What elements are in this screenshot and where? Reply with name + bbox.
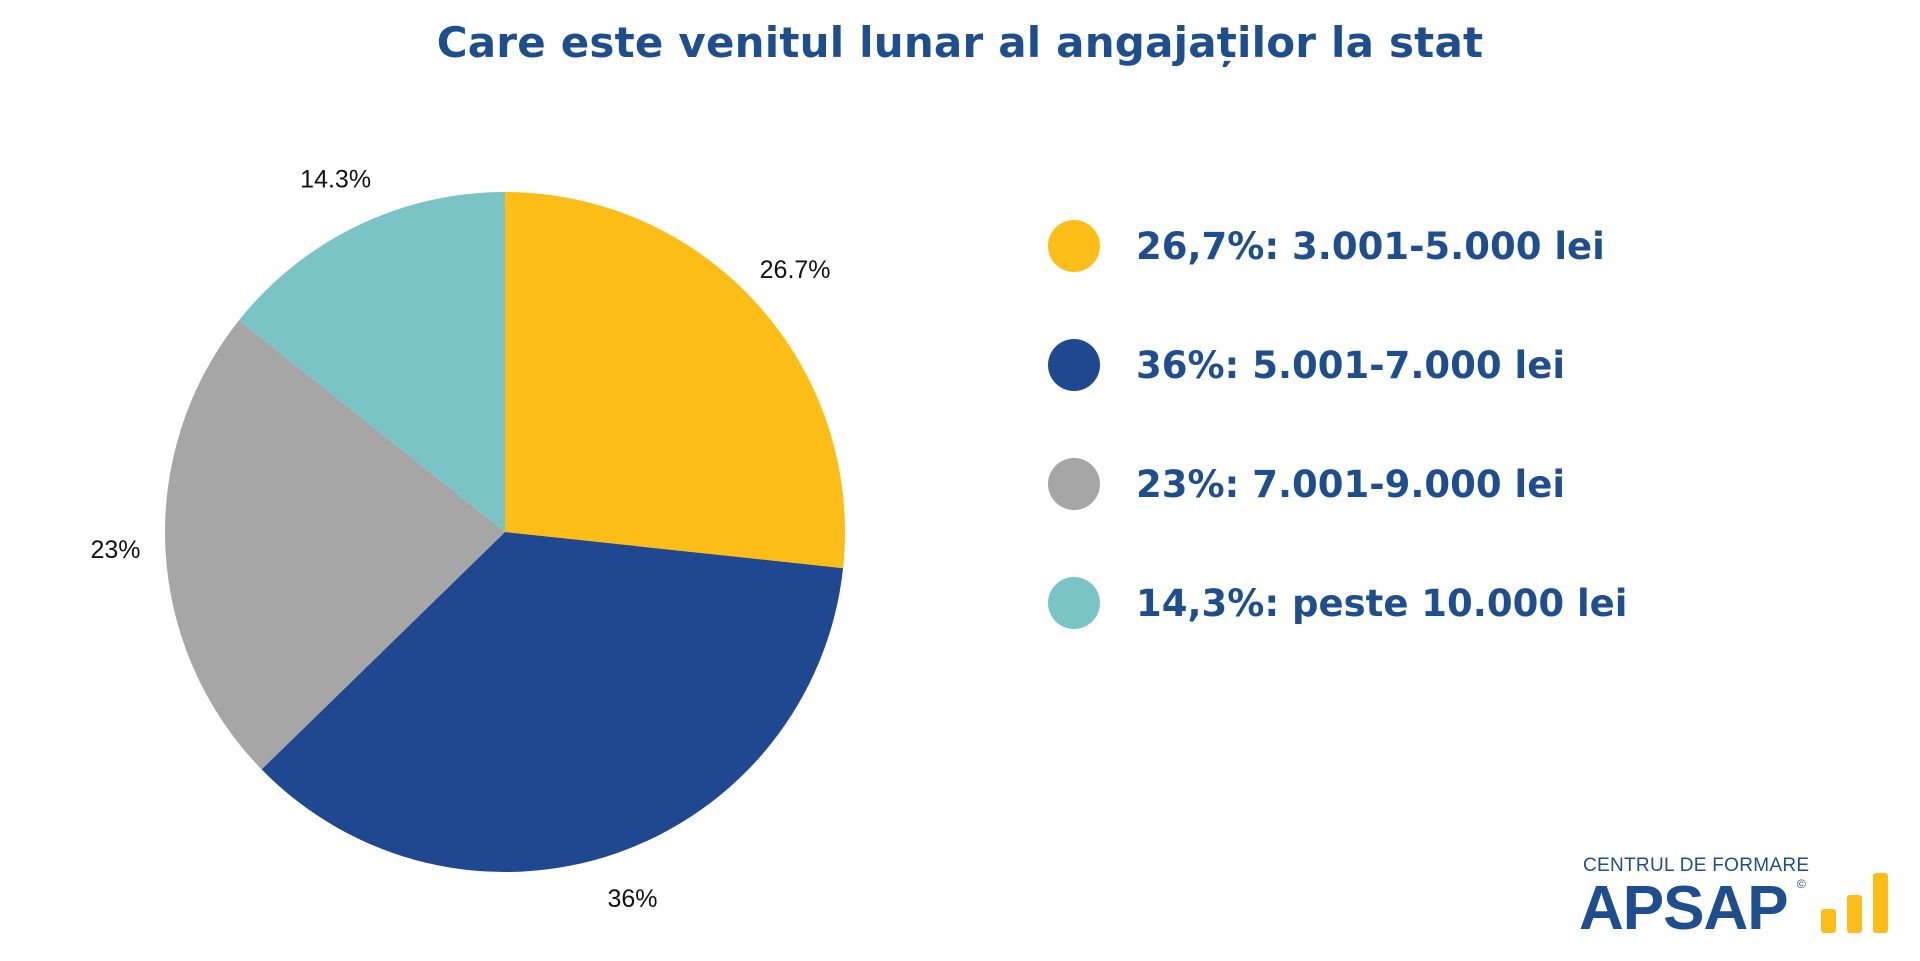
pie-data-label: 14.3%: [300, 165, 371, 193]
legend-swatch: [1048, 339, 1100, 391]
apsap-logo: CENTRUL DE FORMARE APSAP ©: [1575, 853, 1905, 943]
logo-subtitle: CENTRUL DE FORMARE: [1583, 855, 1810, 876]
pie-slice-23: [165, 320, 505, 770]
legend-item: 14,3%: peste 10.000 lei: [1048, 577, 1627, 629]
pie-data-label: 36%: [607, 885, 657, 913]
legend-label: 26,7%: 3.001-5.000 lei: [1136, 224, 1605, 268]
pie-slice-14-3: [238, 192, 505, 532]
pie-data-label: 26.7%: [760, 256, 831, 284]
pie-slice-36: [261, 532, 844, 872]
pie-slice-26-7: [505, 192, 845, 569]
legend-item: 26,7%: 3.001-5.000 lei: [1048, 220, 1627, 272]
legend-label: 23%: 7.001-9.000 lei: [1136, 462, 1566, 506]
logo-bar-medium: [1847, 895, 1862, 933]
legend-item: 23%: 7.001-9.000 lei: [1048, 458, 1627, 510]
logo-wordmark: APSAP: [1579, 874, 1789, 943]
chart-title: Care este venitul lunar al angajaților l…: [436, 18, 1484, 67]
legend: 26,7%: 3.001-5.000 lei 36%: 5.001-7.000 …: [1048, 220, 1627, 696]
legend-item: 36%: 5.001-7.000 lei: [1048, 339, 1627, 391]
legend-swatch: [1048, 577, 1100, 629]
logo-bar-small: [1821, 909, 1836, 933]
legend-label: 36%: 5.001-7.000 lei: [1136, 343, 1566, 387]
pie-data-label: 23%: [90, 536, 140, 564]
pie-slices: [165, 192, 845, 872]
copyright-mark: ©: [1797, 877, 1806, 891]
legend-swatch: [1048, 220, 1100, 272]
logo-bar-tall: [1873, 873, 1888, 933]
legend-swatch: [1048, 458, 1100, 510]
pie-labels: 26.7% 36% 23% 14.3%: [90, 165, 830, 913]
logo-bars-icon: [1809, 853, 1905, 943]
legend-label: 14,3%: peste 10.000 lei: [1136, 581, 1628, 625]
